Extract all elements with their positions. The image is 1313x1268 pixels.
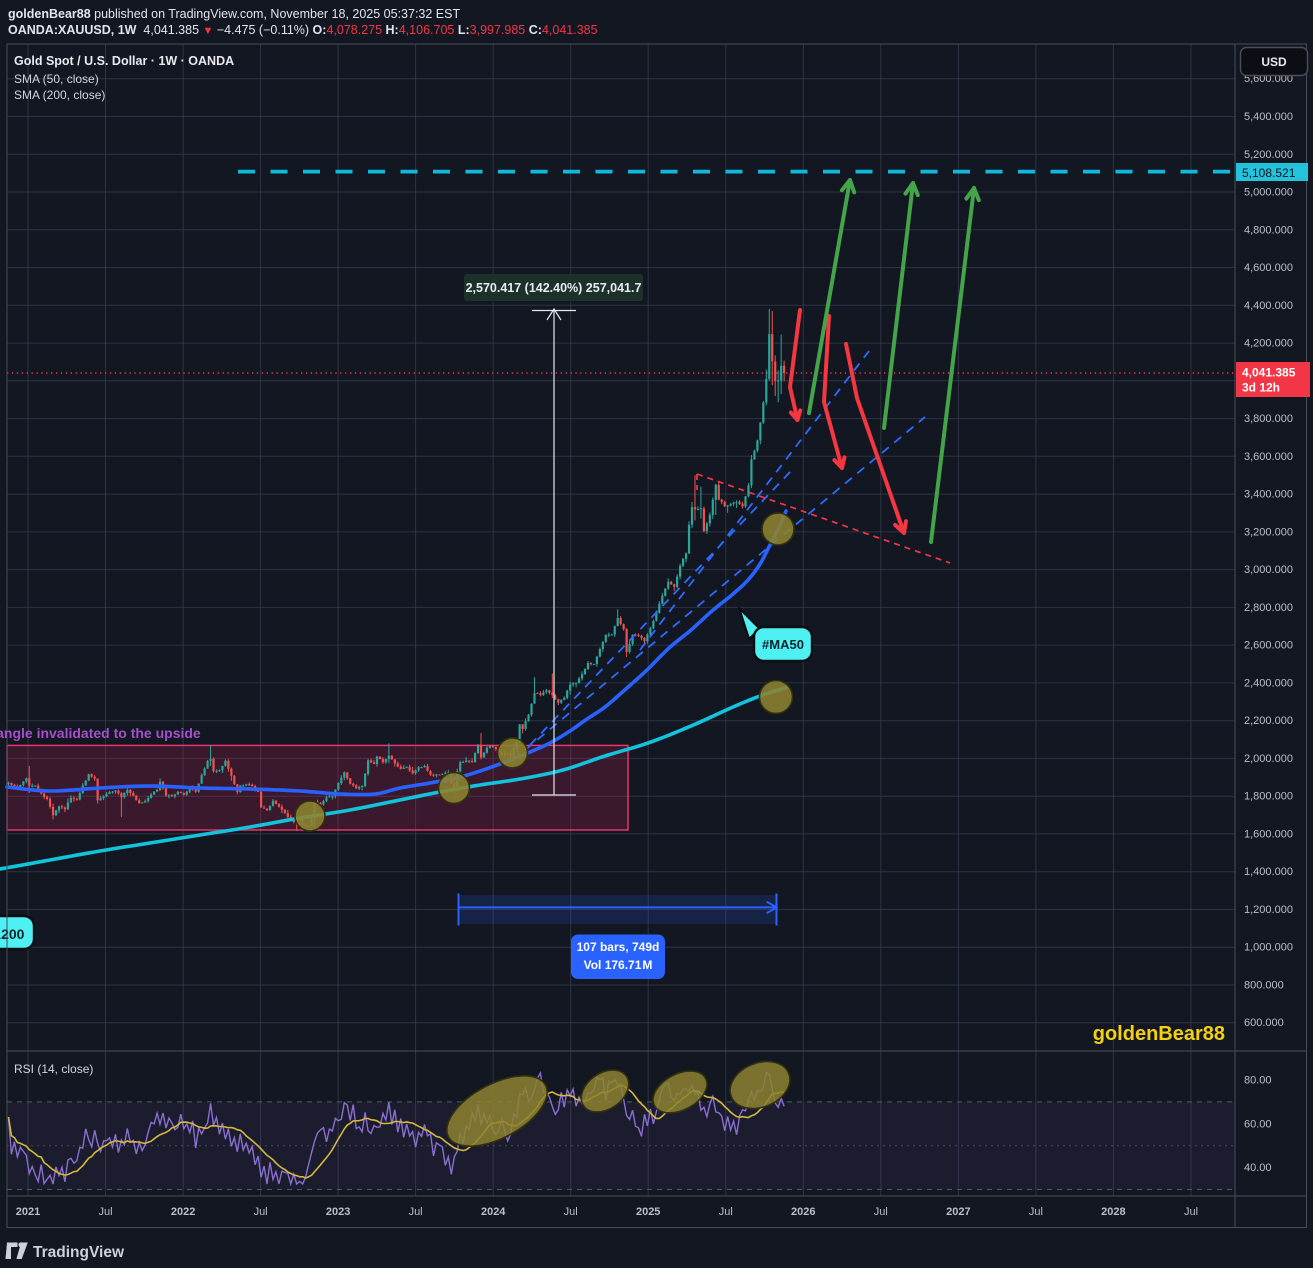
svg-text:2022: 2022 [171,1206,195,1218]
svg-text:2023: 2023 [326,1206,350,1218]
svg-text:4,400.000: 4,400.000 [1244,300,1293,312]
svg-text:4,800.000: 4,800.000 [1244,224,1293,236]
svg-text:3,800.000: 3,800.000 [1244,413,1293,425]
svg-text:600.000: 600.000 [1244,1017,1284,1029]
svg-text:5,200.000: 5,200.000 [1244,149,1293,161]
svg-text:60.00: 60.00 [1244,1118,1272,1130]
svg-text:2028: 2028 [1101,1206,1125,1218]
svg-text:Jul: Jul [1184,1206,1198,1218]
svg-text:3,400.000: 3,400.000 [1244,489,1293,501]
svg-text:40.00: 40.00 [1244,1162,1272,1174]
svg-text:80.00: 80.00 [1244,1075,1272,1087]
svg-text:1,600.000: 1,600.000 [1244,828,1293,840]
svg-text:1,000.000: 1,000.000 [1244,942,1293,954]
svg-text:Jul: Jul [254,1206,268,1218]
svg-text:Jul: Jul [98,1206,112,1218]
svg-text:800.000: 800.000 [1244,980,1284,992]
svg-text:5,000.000: 5,000.000 [1244,187,1293,199]
svg-text:2,800.000: 2,800.000 [1244,602,1293,614]
svg-text:5,108.521: 5,108.521 [1242,166,1296,180]
svg-text:2,000.000: 2,000.000 [1244,753,1293,765]
svg-text:#MA200: #MA200 [0,926,25,942]
svg-text:3,000.000: 3,000.000 [1244,564,1293,576]
svg-text:#MA50: #MA50 [762,637,804,652]
svg-text:107 bars, 749d: 107 bars, 749d [577,940,660,954]
svg-text:USD: USD [1261,55,1287,69]
svg-text:2,600.000: 2,600.000 [1244,640,1293,652]
svg-text:Triangle invalidated to the up: Triangle invalidated to the upside [0,725,201,741]
svg-text:3d 12h: 3d 12h [1242,381,1280,395]
svg-text:2025: 2025 [636,1206,660,1218]
svg-text:SMA (50, close): SMA (50, close) [14,72,99,86]
svg-text:2021: 2021 [16,1206,40,1218]
svg-text:TradingView: TradingView [33,1244,125,1261]
svg-text:4,041.385: 4,041.385 [1242,366,1296,380]
svg-text:goldenBear88: goldenBear88 [1093,1023,1225,1045]
svg-text:Gold Spot / U.S. Dollar · 1W ·: Gold Spot / U.S. Dollar · 1W · OANDA [14,54,234,68]
svg-text:5,400.000: 5,400.000 [1244,111,1293,123]
svg-text:2,200.000: 2,200.000 [1244,715,1293,727]
svg-text:Jul: Jul [1029,1206,1043,1218]
svg-text:2,400.000: 2,400.000 [1244,677,1293,689]
svg-text:1,400.000: 1,400.000 [1244,866,1293,878]
svg-text:2,570.417 (142.40%) 257,041.7: 2,570.417 (142.40%) 257,041.7 [466,281,642,295]
svg-text:2026: 2026 [791,1206,815,1218]
svg-text:Jul: Jul [564,1206,578,1218]
svg-text:Jul: Jul [409,1206,423,1218]
svg-text:RSI (14, close): RSI (14, close) [14,1062,93,1076]
svg-text:Jul: Jul [874,1206,888,1218]
svg-text:4,200.000: 4,200.000 [1244,338,1293,350]
svg-text:SMA (200, close): SMA (200, close) [14,88,105,102]
svg-text:Jul: Jul [719,1206,733,1218]
svg-text:1,200.000: 1,200.000 [1244,904,1293,916]
svg-text:4,600.000: 4,600.000 [1244,262,1293,274]
svg-text:Vol 176.71 M: Vol 176.71 M [584,958,653,972]
svg-text:3,600.000: 3,600.000 [1244,451,1293,463]
svg-text:1,800.000: 1,800.000 [1244,791,1293,803]
svg-text:3,200.000: 3,200.000 [1244,526,1293,538]
svg-text:2024: 2024 [481,1206,506,1218]
svg-text:2027: 2027 [946,1206,970,1218]
